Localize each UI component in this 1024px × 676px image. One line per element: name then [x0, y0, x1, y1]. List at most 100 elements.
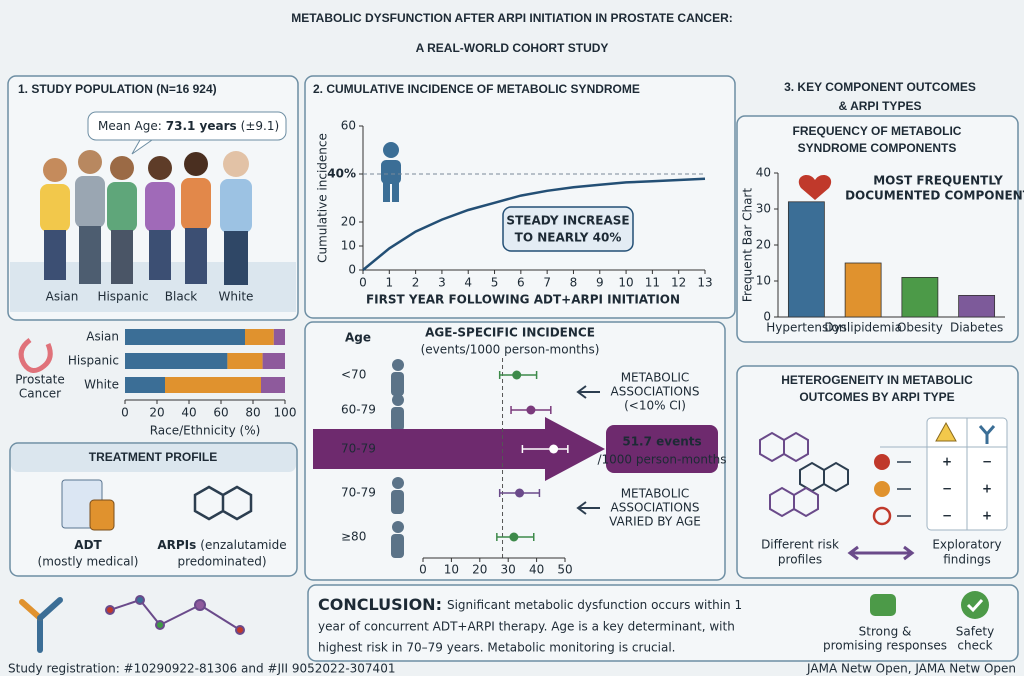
y-tick-label: 30 — [756, 202, 771, 216]
x-tick-label: 10 — [444, 563, 459, 577]
x-tick-label: 3 — [438, 276, 446, 290]
panel-heading: 3. KEY COMPONENT OUTCOMES — [784, 80, 976, 94]
bar-segment — [261, 377, 285, 393]
x-tick-label: 10 — [618, 276, 633, 290]
x-tick-label: 60 — [213, 406, 228, 420]
risk-label: Different risk — [761, 538, 839, 552]
bar — [787, 201, 825, 318]
point — [515, 488, 525, 498]
treatment-item: ARPIs (enzalutamide — [157, 538, 286, 552]
annotation: (<10% CI) — [624, 399, 686, 413]
mean-age-part: Mean Age: — [98, 119, 162, 133]
x-tick-label: 20 — [472, 563, 487, 577]
point — [509, 532, 519, 542]
mean-age: Mean Age: 73.1 years (±9.1) — [98, 119, 279, 133]
bar — [958, 294, 996, 318]
x-tick-label: 4 — [464, 276, 472, 290]
point — [512, 370, 522, 380]
bar-segment — [125, 329, 245, 345]
exploratory-label: Exploratory — [932, 538, 1001, 552]
annotation-box — [502, 206, 634, 252]
conclusion-line: year of concurrent ADT+ARPI therapy. Age… — [318, 620, 735, 634]
conclusion-label: CONCLUSION: — [318, 595, 442, 614]
badge-label: Strong & — [859, 625, 912, 639]
y-tick-label: 70-79 — [341, 442, 376, 456]
x-tick-label: 12 — [671, 276, 686, 290]
y-tick-label: 40 — [756, 166, 771, 180]
x-tick-label: 1 — [385, 276, 393, 290]
treatment-name: ARPIs — [157, 538, 196, 552]
x-tick-label: 40 — [181, 406, 196, 420]
page-title: A REAL-WORLD COHORT STUDY — [416, 41, 609, 55]
matrix-sign: + — [982, 482, 992, 496]
treatment-panel — [9, 442, 298, 577]
group-label: Asian — [46, 290, 79, 304]
mean-age-part: 73.1 years — [166, 119, 237, 133]
bar-segment — [125, 377, 165, 393]
annotation: METABOLIC — [621, 371, 690, 385]
callout-pointer — [131, 139, 154, 155]
y-tick-label: <70 — [341, 368, 366, 382]
y-axis-label: Cumulative incidence — [316, 133, 330, 263]
x-tick-label: Hypertension — [766, 321, 846, 335]
x-tick-label: 8 — [570, 276, 578, 290]
annotation: ASSOCIATIONS — [611, 501, 700, 515]
chart-title: SYNDROME COMPONENTS — [798, 141, 957, 155]
annotation-arrow — [576, 501, 600, 515]
annotation: VARIED BY AGE — [609, 515, 701, 529]
x-tick-label: 0 — [121, 406, 129, 420]
panel-heading: 1. STUDY POPULATION (N=16 924) — [18, 82, 217, 96]
bar — [844, 262, 882, 318]
risk-label: profiles — [778, 553, 822, 567]
panel-heading: & ARPI TYPES — [839, 99, 922, 113]
chart-title: AGE-SPECIFIC INCIDENCE — [425, 326, 595, 340]
bar-segment — [245, 329, 274, 345]
x-tick-label: 11 — [645, 276, 660, 290]
badge-label: Safety — [956, 625, 994, 639]
callout-box — [606, 425, 718, 473]
group-label: White — [219, 290, 254, 304]
point — [526, 405, 536, 415]
matrix-frame — [872, 417, 1008, 531]
treatment-detail: (mostly medical) — [38, 555, 139, 569]
y-tick-label: 0 — [763, 310, 771, 324]
callout-value: 51.7 events — [622, 435, 701, 449]
y-tick-label: Hispanic — [68, 354, 119, 368]
x-axis-label: FIRST YEAR FOLLOWING ADT+ARPI INITIATION — [366, 293, 680, 307]
y-tick-label: ≥80 — [341, 530, 366, 544]
panel-heading: 2. CUMULATIVE INCIDENCE OF METABOLIC SYN… — [313, 82, 640, 96]
x-tick-label: 7 — [543, 276, 551, 290]
y-tick-label: 20 — [341, 215, 356, 229]
y-tick-label: Asian — [86, 330, 119, 344]
arpi-icon — [193, 485, 253, 521]
footer-left: Study registration: #10290922-81306 and … — [8, 662, 395, 676]
x-tick-label: 9 — [596, 276, 604, 290]
x-axis-label: Race/Ethnicity (%) — [150, 424, 261, 438]
matrix-sign: − — [942, 482, 952, 496]
x-tick-label: 20 — [149, 406, 164, 420]
organ-label: Prostate — [15, 373, 64, 387]
treatment-item: ADT — [74, 538, 102, 552]
check-icon — [961, 591, 989, 619]
annotation: TO NEARLY 40% — [515, 231, 622, 245]
conclusion-text: Significant metabolic dysfunction occurs… — [447, 598, 742, 612]
matrix-sign: + — [942, 455, 952, 469]
treatment-detail: predominated) — [178, 555, 267, 569]
annotation-arrow — [576, 385, 600, 399]
group-label: Hispanic — [97, 290, 148, 304]
panel-title: HETEROGENEITY IN METABOLIC — [781, 373, 973, 387]
y-tick-label: 0 — [348, 263, 356, 277]
matrix-sign: − — [982, 455, 992, 469]
matrix-sign: + — [982, 509, 992, 523]
molecule-icon — [105, 595, 245, 635]
annotation: DOCUMENTED COMPONENT — [845, 189, 1024, 203]
y-tick-label: 10 — [756, 274, 771, 288]
y-tick-label: 40% — [327, 167, 356, 181]
matrix-sign: − — [942, 509, 952, 523]
panel-heading: TREATMENT PROFILE — [89, 450, 217, 464]
person-icon — [381, 142, 401, 202]
x-tick-label: 80 — [245, 406, 260, 420]
point — [549, 444, 559, 454]
compound-structures — [759, 431, 849, 518]
